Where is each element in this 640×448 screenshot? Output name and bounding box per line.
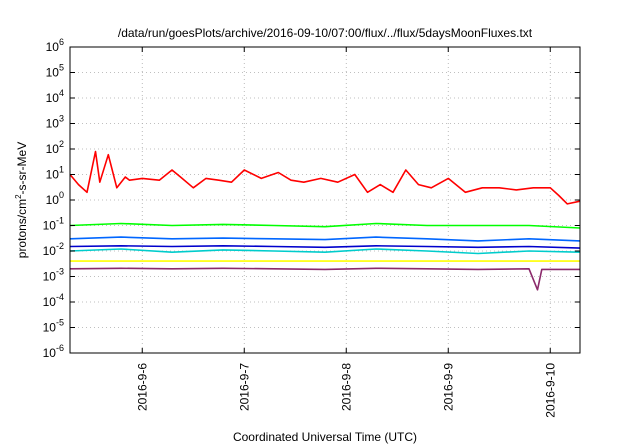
y-tick-base: 10 (46, 40, 60, 54)
y-tick-exponent: 6 (59, 37, 64, 47)
y-tick-base: 10 (46, 91, 60, 105)
y-tick-label: 10-4 (43, 292, 64, 309)
y-tick-label: 100 (46, 190, 64, 207)
y-tick-exponent: -1 (56, 216, 64, 226)
y-tick-base: 10 (43, 270, 57, 284)
x-tick-label: 2016-9-6 (135, 363, 149, 411)
x-tick-label: 2016-9-9 (441, 363, 455, 411)
y-tick-exponent: 0 (59, 190, 64, 200)
y-tick-base: 10 (46, 142, 60, 156)
y-tick-base: 10 (43, 321, 57, 335)
y-tick-label: 10-3 (43, 267, 64, 284)
y-tick-label: 103 (46, 114, 64, 131)
y-tick-base: 10 (43, 244, 57, 258)
series-line-5 (69, 245, 581, 249)
y-tick-label: 106 (46, 37, 64, 54)
y-tick-label: 10-1 (43, 216, 64, 233)
y-tick-label: 102 (46, 139, 64, 156)
y-tick-label: 101 (46, 165, 64, 182)
series-line-2 (69, 222, 581, 229)
series-line-3 (69, 248, 581, 255)
y-tick-base: 10 (46, 117, 60, 131)
y-tick-base: 10 (43, 219, 57, 233)
y-tick-base: 10 (43, 346, 57, 360)
x-axis-ticks: 2016-9-6 2016-9-7 2016-9-8 2016-9-9 2016-9-1… (135, 47, 557, 418)
y-tick-label: 10-5 (43, 318, 64, 335)
y-tick-base: 10 (43, 295, 57, 309)
y-tick-exponent: -6 (56, 343, 64, 353)
x-tick-label: 2016-9-7 (237, 363, 251, 411)
series-line-7 (69, 267, 580, 291)
y-tick-exponent: 4 (59, 88, 64, 98)
y-tick-exponent: 1 (59, 165, 64, 175)
y-axis-label-superscript: 2 (14, 194, 23, 199)
y-tick-base: 10 (46, 193, 60, 207)
y-axis-label-prefix: protons/cm (15, 199, 29, 258)
series-line-4 (69, 236, 581, 242)
y-axis-label: protons/cm2-s-sr-MeV (14, 142, 29, 258)
x-axis-label: Coordinated Universal Time (UTC) (233, 430, 417, 444)
y-tick-exponent: -3 (56, 267, 64, 277)
y-tick-exponent: -5 (56, 318, 64, 328)
grid (70, 46, 580, 354)
y-tick-exponent: -4 (56, 292, 64, 302)
y-tick-label: 10-6 (43, 343, 64, 360)
y-axis-ticks: 10-610-510-410-310-210-11001011021031041… (43, 37, 580, 360)
y-tick-exponent: -2 (56, 241, 64, 251)
y-tick-exponent: 5 (59, 63, 64, 73)
y-tick-label: 105 (46, 63, 64, 80)
y-tick-base: 10 (46, 168, 60, 182)
series-line-1 (69, 150, 581, 205)
series-layer (69, 150, 581, 291)
x-tick-label: 2016-9-10 (543, 363, 557, 418)
x-tick-label: 2016-9-8 (339, 363, 353, 411)
y-tick-label: 104 (46, 88, 64, 105)
chart-title: /data/run/goesPlots/archive/2016-09-10/0… (118, 26, 533, 40)
y-tick-base: 10 (46, 66, 60, 80)
y-tick-exponent: 2 (59, 139, 64, 149)
y-tick-label: 10-2 (43, 241, 64, 258)
y-tick-exponent: 3 (59, 114, 64, 124)
y-axis-label-suffix: -s-sr-MeV (15, 142, 29, 195)
